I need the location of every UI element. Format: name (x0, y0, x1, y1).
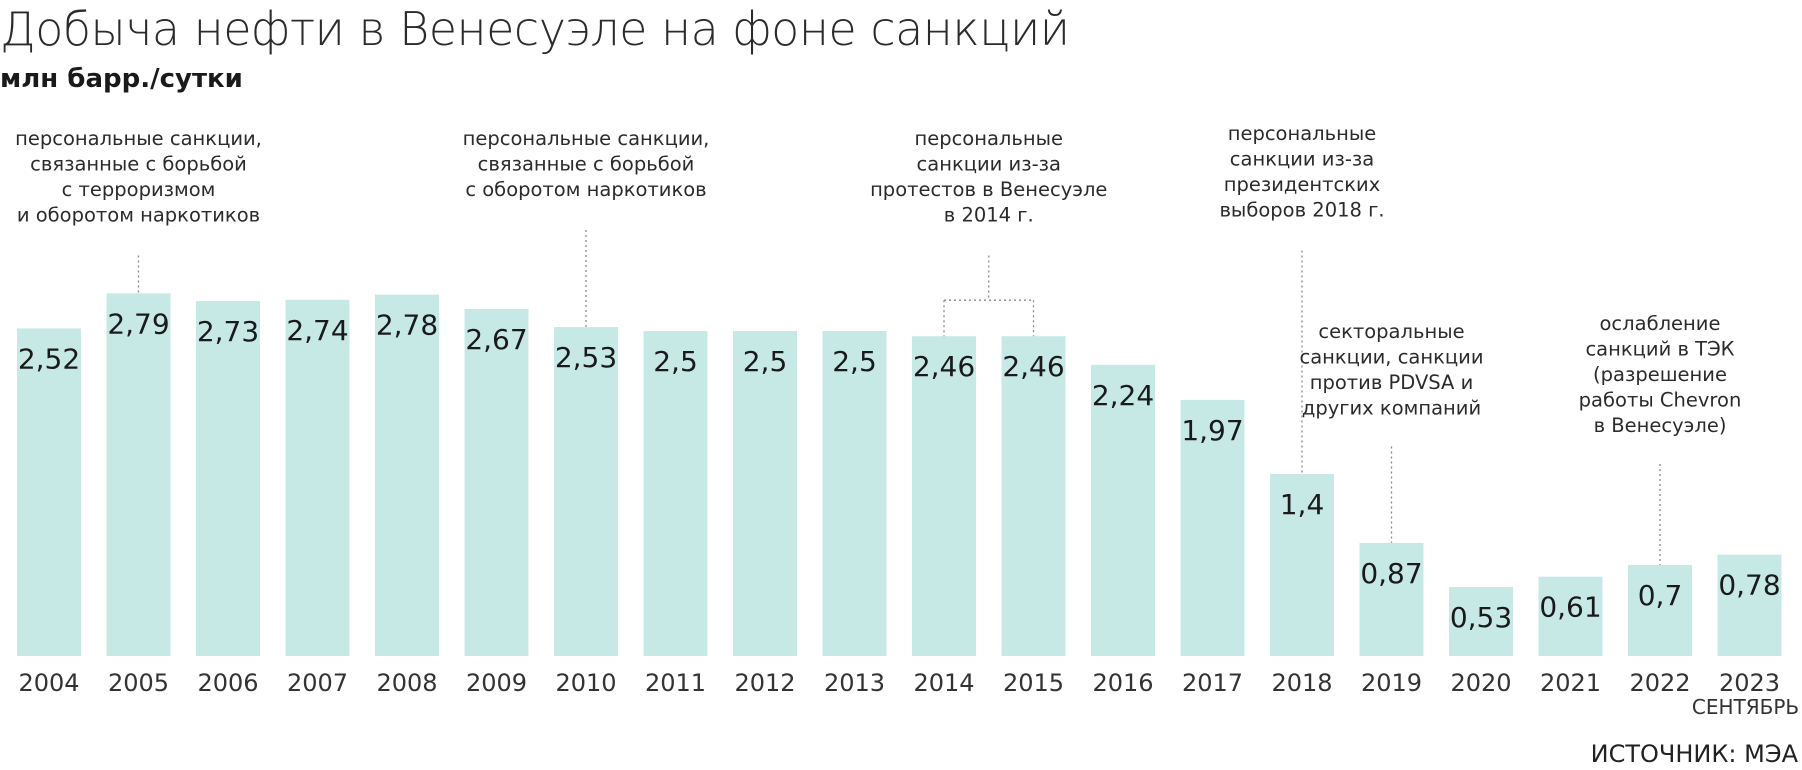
x-label-2016: 2016 (1092, 669, 1153, 697)
value-label-2017: 1,97 (1181, 414, 1243, 447)
value-label-2015: 2,46 (1002, 350, 1064, 383)
value-label-2009: 2,67 (465, 323, 527, 356)
annotation-3-line: протестов в Венесуэле (870, 178, 1107, 201)
value-label-2011: 2,5 (653, 345, 698, 378)
chart-title: Добыча нефти в Венесуэле на фоне санкций (0, 2, 1070, 56)
annotation-1-line: с терроризмом (62, 178, 216, 201)
x-label-2022: 2022 (1629, 669, 1690, 697)
value-label-2006: 2,73 (197, 315, 259, 348)
annotation-3-line: персональные (914, 127, 1063, 150)
x-label-2004: 2004 (18, 669, 79, 697)
value-label-2008: 2,78 (376, 309, 438, 342)
x-label-2015: 2015 (1003, 669, 1064, 697)
x-label-2014: 2014 (913, 669, 974, 697)
bar-2004 (17, 328, 81, 656)
annotation-1-line: персональные санкции, (15, 127, 262, 150)
x-note-2023: СЕНТЯБРЬ (1692, 695, 1799, 719)
bar-2019 (1359, 542, 1424, 656)
bar-2015 (1001, 336, 1066, 656)
source-note: ИСТОЧНИК: МЭА (1590, 740, 1798, 768)
x-label-2007: 2007 (287, 669, 348, 697)
x-label-2012: 2012 (734, 669, 795, 697)
x-label-2013: 2013 (824, 669, 885, 697)
annotation-2-line: связанные с борьбой (478, 153, 695, 176)
annotation-4-line: президентских (1224, 173, 1380, 196)
annotation-3-line: в 2014 г. (944, 204, 1034, 227)
annotation-5-line: других компаний (1302, 397, 1481, 420)
value-label-2005: 2,79 (107, 307, 169, 340)
annotation-4-line: санкции из-за (1230, 148, 1374, 171)
x-label-2023: 2023 (1719, 669, 1780, 697)
annotation-6-line: санкций в ТЭК (1585, 338, 1734, 361)
bar-2005 (106, 293, 171, 656)
x-label-2021: 2021 (1540, 669, 1601, 697)
bar-2014 (912, 336, 976, 656)
x-label-2018: 2018 (1271, 669, 1332, 697)
bar-2010 (554, 327, 618, 656)
x-label-2017: 2017 (1182, 669, 1243, 697)
x-axis-labels-group: 2004 2005 2006 2007 2008 2009 2010 2011 2012 2013… (18, 669, 1799, 719)
value-label-2004: 2,52 (18, 342, 80, 375)
value-label-2020: 0,53 (1450, 601, 1512, 634)
x-label-2011: 2011 (645, 669, 706, 697)
value-label-2013: 2,5 (832, 345, 877, 378)
bar-2008 (375, 294, 439, 656)
value-label-2019: 0,87 (1360, 557, 1422, 590)
annotation-5-line: санкции, санкции (1299, 346, 1483, 369)
annotation-6-line: ослабление (1600, 312, 1721, 335)
annotation-1-line: и оборотом наркотиков (17, 204, 260, 227)
value-label-2021: 0,61 (1539, 591, 1601, 624)
annotation-1-line: связанные с борьбой (30, 153, 247, 176)
annotation-3-line: санкции из-за (917, 153, 1061, 176)
value-label-2023: 0,78 (1718, 569, 1780, 602)
value-label-2007: 2,74 (286, 314, 348, 347)
x-label-2020: 2020 (1450, 669, 1511, 697)
value-label-2010: 2,53 (555, 341, 617, 374)
annotations-group: персональные санкции, связанные с борьбой… (15, 122, 1741, 565)
bars-group (17, 293, 1782, 656)
x-label-2008: 2008 (376, 669, 437, 697)
bar-2020 (1449, 587, 1513, 656)
annotation-5-line: против PDVSA и (1310, 371, 1474, 394)
x-label-2019: 2019 (1361, 669, 1422, 697)
bar-2018 (1270, 474, 1334, 656)
value-label-2022: 0,7 (1638, 579, 1683, 612)
annotation-6-line: работы Chevron (1579, 389, 1742, 412)
value-label-2012: 2,5 (743, 345, 788, 378)
value-label-2018: 1,4 (1280, 488, 1325, 521)
bar-2023 (1717, 554, 1782, 656)
annotation-4-line: выборов 2018 г. (1219, 199, 1384, 222)
annotation-6-line: (разрешение (1593, 363, 1727, 386)
annotation-4-line: персональные (1228, 122, 1377, 145)
value-label-2016: 2,24 (1092, 379, 1154, 412)
annotation-2-line: персональные санкции, (463, 127, 710, 150)
bar-2009 (464, 308, 529, 656)
annotation-5-line: секторальные (1318, 320, 1464, 343)
x-label-2010: 2010 (555, 669, 616, 697)
bar-2016 (1091, 364, 1155, 656)
value-labels-group: 2,52 2,79 2,73 2,74 2,78 2,67 2,53 2,5 2,5 2,5 2,4… (18, 307, 1781, 634)
bar-2021 (1538, 576, 1603, 656)
annotation-6-line: в Венесуэле) (1594, 414, 1727, 437)
x-label-2009: 2009 (466, 669, 527, 697)
annotation-2-line: с оборотом наркотиков (465, 178, 706, 201)
bar-2012 (733, 331, 797, 656)
bar-2007 (285, 299, 350, 656)
bar-2006 (196, 301, 260, 656)
bar-2017 (1180, 399, 1245, 656)
x-label-2006: 2006 (197, 669, 258, 697)
bar-2011 (643, 331, 708, 656)
chart-subtitle: млн барр./сутки (0, 64, 243, 94)
value-label-2014: 2,46 (913, 350, 975, 383)
bar-2022 (1628, 565, 1692, 656)
bar-2013 (822, 331, 887, 656)
x-label-2005: 2005 (108, 669, 169, 697)
